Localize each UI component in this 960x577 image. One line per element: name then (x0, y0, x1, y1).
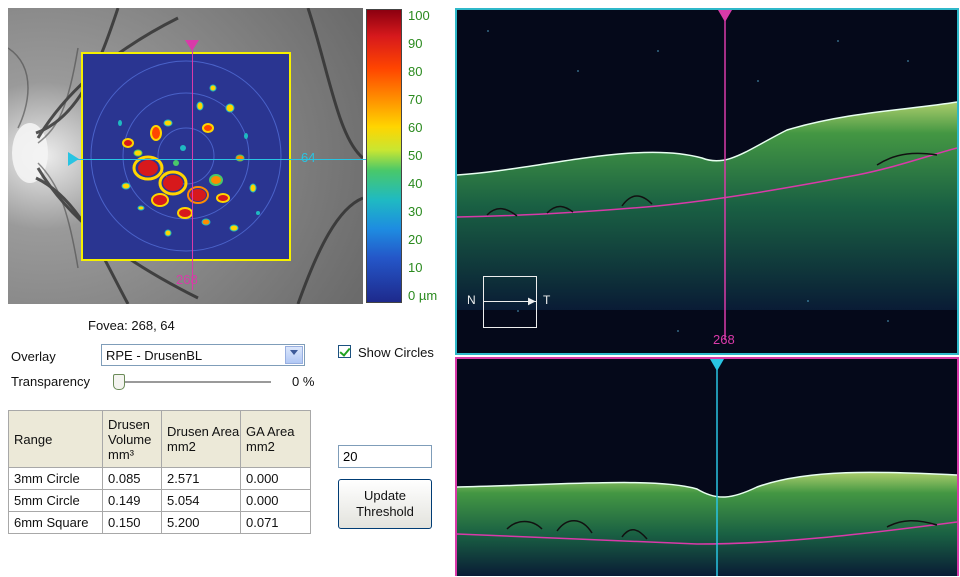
colorbar-tick-label: 10 (408, 260, 423, 275)
table-cell: 5.054 (161, 489, 241, 512)
transparency-label: Transparency (11, 374, 90, 389)
colorbar-tick-label: 60 (408, 120, 423, 135)
overlay-label: Overlay (11, 349, 56, 364)
orientation-nasal-label: N (467, 293, 476, 307)
colorbar-tick-label: 40 (408, 176, 423, 191)
colorbar-tick-label: 30 (408, 204, 423, 219)
vertical-marker-label: 268 (176, 272, 198, 287)
vertical-marker-handle[interactable] (185, 40, 199, 51)
column-header-drusen-volume: Drusen Volume mm³ (102, 410, 162, 468)
table-row: 5mm Circle 0.149 5.054 0.000 (8, 489, 311, 512)
table-cell: 0.071 (240, 511, 311, 534)
scan-top-marker-label: 268 (713, 332, 735, 347)
update-threshold-button[interactable]: Update Threshold (338, 479, 432, 529)
show-circles-label: Show Circles (358, 345, 434, 360)
table-cell: 0.000 (240, 489, 311, 512)
fundus-svg (7, 7, 364, 305)
orientation-arrow (484, 301, 536, 302)
fovea-value: 268, 64 (131, 318, 175, 333)
table-row: 6mm Square 0.150 5.200 0.071 (8, 511, 311, 534)
table-header-row: Range Drusen Volume mm³ Drusen Area mm2 … (8, 410, 311, 468)
colorbar-tick-label: 90 (408, 36, 423, 51)
colorbar-tick-label: 70 (408, 92, 423, 107)
table-row: 3mm Circle 0.085 2.571 0.000 (8, 467, 311, 490)
overlay-select[interactable]: RPE - DrusenBL (101, 344, 305, 366)
fovea-label: Fovea: 268, 64 (88, 318, 175, 333)
horizontal-scan-line (70, 159, 366, 160)
column-header-range: Range (8, 410, 103, 468)
table-cell: 0.149 (102, 489, 162, 512)
colorbar-tick-label: 100 (408, 8, 430, 23)
table-cell: 2.571 (161, 467, 241, 490)
overlay-selected-value: RPE - DrusenBL (106, 348, 203, 363)
transparency-value: 0 % (292, 374, 315, 389)
dropdown-button[interactable] (285, 346, 303, 364)
table-cell: 0.085 (102, 467, 162, 490)
table-cell: 3mm Circle (8, 467, 103, 490)
column-header-ga-area: GA Area mm2 (240, 410, 311, 468)
fundus-image[interactable]: 268 64 (7, 7, 366, 305)
table-cell: 6mm Square (8, 511, 103, 534)
table-cell: 5mm Circle (8, 489, 103, 512)
table-cell: 0.000 (240, 467, 311, 490)
vertical-scan-line (192, 46, 193, 290)
table-cell: 0.150 (102, 511, 162, 534)
colorbar-tick-label: 20 (408, 232, 423, 247)
horizontal-marker-label: 64 (301, 150, 316, 165)
table-cell: 5.200 (161, 511, 241, 534)
threshold-input[interactable] (338, 445, 432, 468)
colorbar-tick-label: 50 (408, 148, 423, 163)
horizontal-marker-handle[interactable] (68, 152, 79, 166)
transparency-slider-thumb[interactable] (113, 374, 125, 390)
oct-bscan-vertical[interactable] (455, 357, 959, 576)
transparency-slider-track[interactable] (116, 381, 271, 384)
oct-bscan-horizontal-image (457, 10, 957, 340)
fovea-label-text: Fovea: (88, 318, 128, 333)
drusen-table: Range Drusen Volume mm³ Drusen Area mm2 … (8, 410, 311, 534)
orientation-box: ▶ (483, 276, 537, 328)
chevron-down-icon (290, 350, 298, 355)
orientation-arrowhead-icon: ▶ (528, 296, 536, 307)
orientation-temporal-label: T (543, 293, 551, 307)
colorbar-tick-label: 0 µm (408, 288, 438, 303)
column-header-drusen-area: Drusen Area mm2 (161, 410, 241, 468)
show-circles-checkbox[interactable] (338, 345, 351, 358)
oct-bscan-horizontal[interactable]: ▶ N T 268 (455, 8, 959, 355)
oct-bscan-vertical-image (457, 359, 957, 576)
colorbar-tick-label: 80 (408, 64, 423, 79)
thickness-colorbar (366, 9, 402, 303)
